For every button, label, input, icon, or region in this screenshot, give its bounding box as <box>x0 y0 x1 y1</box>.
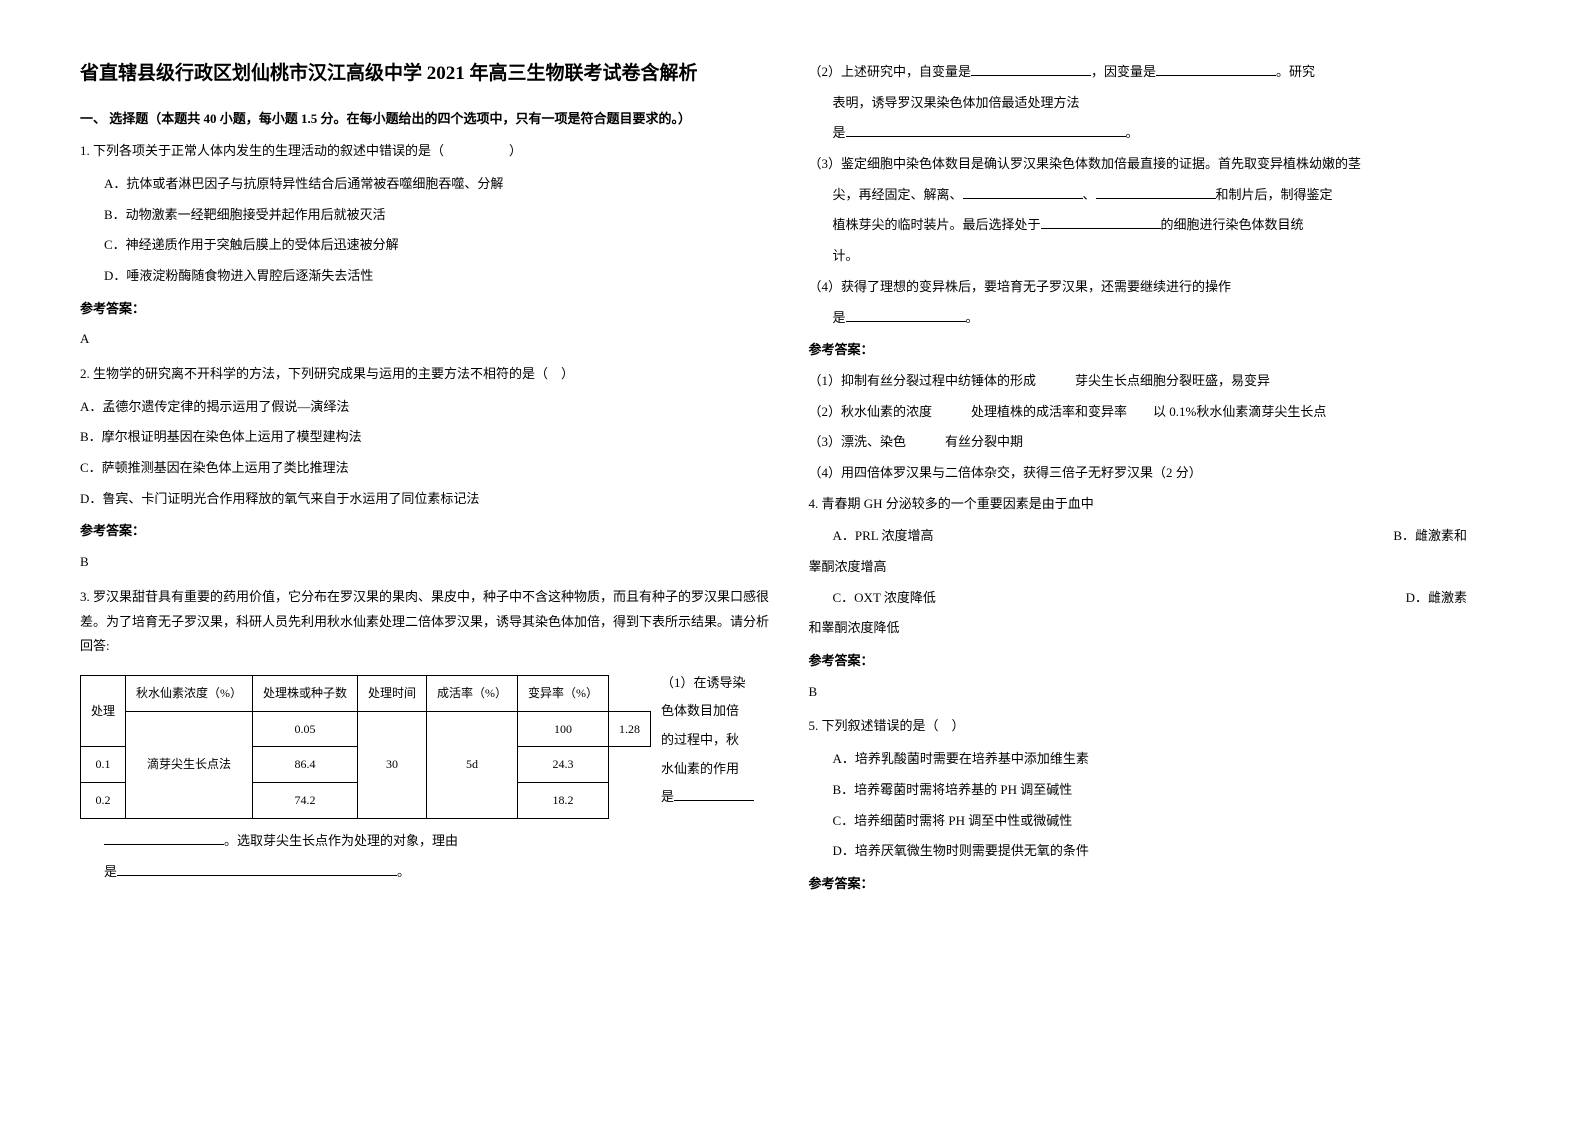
document-title: 省直辖县级行政区划仙桃市汉江高级中学 2021 年高三生物联考试卷含解析 <box>80 60 779 89</box>
th-concentration: 秋水仙素浓度（%） <box>126 675 253 711</box>
blank-fill <box>846 308 966 322</box>
q4-option-row-1: A．PRL 浓度增高 B．雌激素和 <box>833 524 1508 549</box>
q3-sub4-line1: （4）获得了理想的变异株后，要培育无子罗汉果，还需要继续进行的操作 <box>809 275 1508 300</box>
table-row: 滴芽尖生长点法 0.05 30 5d 100 1.28 <box>81 711 651 747</box>
th-treatment: 处理 <box>81 675 126 747</box>
cell: 100 <box>518 711 609 747</box>
blank-fill <box>104 831 224 845</box>
q2-answer-label: 参考答案： <box>80 519 779 544</box>
blank-fill <box>1096 185 1216 199</box>
section-1-header: 一、 选择题（本题共 40 小题，每小题 1.5 分。在每小题给出的四个选项中，… <box>80 107 779 132</box>
q4-option-d-cont: 和睾酮浓度降低 <box>809 616 1508 641</box>
cell: 0.1 <box>81 747 126 783</box>
question-2-stem: 2. 生物学的研究离不开科学的方法，下列研究成果与运用的主要方法不相符的是（ ） <box>80 362 779 387</box>
blank-fill <box>971 62 1091 76</box>
side-line: （1）在诱导染 <box>661 669 754 698</box>
th-count: 处理株或种子数 <box>253 675 358 711</box>
question-1-stem: 1. 下列各项关于正常人体内发生的生理活动的叙述中错误的是（ ） <box>80 139 779 164</box>
q3-sub3-line3: 植株芽尖的临时装片。最后选择处于的细胞进行染色体数目统 <box>833 213 1508 238</box>
q4-option-b: B．雌激素和 <box>1393 524 1467 549</box>
q3-sub2-line1: （2）上述研究中，自变量是，因变量是。研究 <box>809 60 1508 85</box>
cell: 1.28 <box>609 711 651 747</box>
cell: 5d <box>427 711 518 818</box>
q1-option-d: D．唾液淀粉酶随食物进入胃腔后逐渐失去活性 <box>104 264 779 289</box>
side-line: 色体数目加倍 <box>661 697 754 726</box>
q1-answer: A <box>80 327 779 352</box>
blank-fill <box>1041 215 1161 229</box>
th-survival: 成活率（%） <box>427 675 518 711</box>
q4-answer-label: 参考答案： <box>809 649 1508 674</box>
side-line: 是 <box>661 783 754 812</box>
blank-fill <box>674 787 754 801</box>
q3-answer-label: 参考答案： <box>809 338 1508 363</box>
q5-option-b: B．培养霉菌时需将培养基的 PH 调至碱性 <box>833 778 1508 803</box>
q3-after-table-1: 。选取芽尖生长点作为处理的对象，理由 <box>104 829 779 854</box>
right-column: （2）上述研究中，自变量是，因变量是。研究 表明，诱导罗汉果染色体加倍最适处理方… <box>809 60 1508 1062</box>
q5-option-d: D．培养厌氧微生物时则需要提供无氧的条件 <box>833 839 1508 864</box>
blank-fill <box>846 123 1126 137</box>
q4-answer: B <box>809 680 1508 705</box>
cell: 18.2 <box>518 783 609 819</box>
q3-table-wrapper: 处理 秋水仙素浓度（%） 处理株或种子数 处理时间 成活率（%） 变异率（%） … <box>80 665 779 829</box>
q2-answer: B <box>80 550 779 575</box>
th-time: 处理时间 <box>358 675 427 711</box>
q4-option-d: D．雌激素 <box>1406 586 1467 611</box>
q3-sub3-line4: 计。 <box>833 244 1508 269</box>
cell: 0.2 <box>81 783 126 819</box>
q2-option-b: B．摩尔根证明基因在染色体上运用了模型建构法 <box>80 425 779 450</box>
q3-answer-1: （1）抑制有丝分裂过程中纺锤体的形成 芽尖生长点细胞分裂旺盛，易变异 <box>809 369 1508 394</box>
q3-answer-3: （3）漂洗、染色 有丝分裂中期 <box>809 430 1508 455</box>
cell: 74.2 <box>253 783 358 819</box>
blank-fill <box>1156 62 1276 76</box>
q3-sub4-line2: 是。 <box>833 306 1508 331</box>
blank-fill <box>117 862 397 876</box>
q2-option-a: A．孟德尔遗传定律的揭示运用了假说—演绎法 <box>80 395 779 420</box>
q4-option-b-cont: 睾酮浓度增高 <box>809 555 1508 580</box>
question-3-intro: 3. 罗汉果甜苷具有重要的药用价值，它分布在罗汉果的果肉、果皮中，种子中不含这种… <box>80 585 779 659</box>
q3-answer-4: （4）用四倍体罗汉果与二倍体杂交，获得三倍子无籽罗汉果（2 分） <box>809 461 1508 486</box>
q2-option-c: C．萨顿推测基因在染色体上运用了类比推理法 <box>80 456 779 481</box>
question-4-stem: 4. 青春期 GH 分泌较多的一个重要因素是由于血中 <box>809 492 1508 517</box>
th-variation: 变异率（%） <box>518 675 609 711</box>
q4-option-row-2: C．OXT 浓度降低 D．雌激素 <box>833 586 1508 611</box>
table-side-text: （1）在诱导染 色体数目加倍 的过程中，秋 水仙素的作用 是 <box>661 665 754 812</box>
q5-answer-label: 参考答案： <box>809 872 1508 897</box>
row-label: 滴芽尖生长点法 <box>126 711 253 818</box>
q3-answer-2: （2）秋水仙素的浓度 处理植株的成活率和变异率 以 0.1%秋水仙素滴芽尖生长点 <box>809 400 1508 425</box>
q3-after-table-2: 是。 <box>104 860 779 885</box>
blank-fill <box>963 185 1083 199</box>
q4-option-c: C．OXT 浓度降低 <box>833 586 936 611</box>
q4-option-a: A．PRL 浓度增高 <box>833 524 934 549</box>
q3-sub3-line1: （3）鉴定细胞中染色体数目是确认罗汉果染色体数加倍最直接的证据。首先取变异植株幼… <box>809 152 1508 177</box>
left-column: 省直辖县级行政区划仙桃市汉江高级中学 2021 年高三生物联考试卷含解析 一、 … <box>80 60 779 1062</box>
q1-answer-label: 参考答案： <box>80 297 779 322</box>
side-line: 的过程中，秋 <box>661 726 754 755</box>
cell: 24.3 <box>518 747 609 783</box>
question-5-stem: 5. 下列叙述错误的是（ ） <box>809 714 1508 739</box>
q3-sub2-line2: 表明，诱导罗汉果染色体加倍最适处理方法 <box>833 91 1508 116</box>
side-line: 水仙素的作用 <box>661 755 754 784</box>
q1-option-c: C．神经递质作用于突触后膜上的受体后迅速被分解 <box>104 233 779 258</box>
cell: 0.05 <box>253 711 358 747</box>
q5-option-a: A．培养乳酸菌时需要在培养基中添加维生素 <box>833 747 1508 772</box>
q2-option-d: D．鲁宾、卡门证明光合作用释放的氧气来自于水运用了同位素标记法 <box>80 487 779 512</box>
q5-option-c: C．培养细菌时需将 PH 调至中性或微碱性 <box>833 809 1508 834</box>
q1-option-b: B．动物激素一经靶细胞接受并起作用后就被灭活 <box>104 203 779 228</box>
q1-option-a: A．抗体或者淋巴因子与抗原特异性结合后通常被吞噬细胞吞噬、分解 <box>104 172 779 197</box>
table-header-row: 处理 秋水仙素浓度（%） 处理株或种子数 处理时间 成活率（%） 变异率（%） <box>81 675 651 711</box>
q3-sub2-line3: 是。 <box>833 121 1508 146</box>
q3-data-table: 处理 秋水仙素浓度（%） 处理株或种子数 处理时间 成活率（%） 变异率（%） … <box>80 675 651 819</box>
cell: 86.4 <box>253 747 358 783</box>
q3-sub3-line2: 尖，再经固定、解离、、和制片后，制得鉴定 <box>833 183 1508 208</box>
cell: 30 <box>358 711 427 818</box>
